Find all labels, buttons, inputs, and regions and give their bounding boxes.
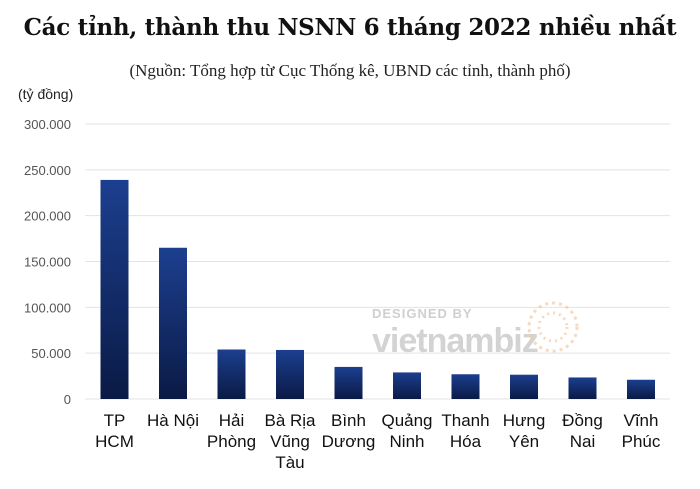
y-tick-label: 150.000 bbox=[24, 255, 71, 270]
y-axis-ticks: 0 50.000 100.000 150.000 200.000 250.000 300.0… bbox=[24, 117, 71, 407]
category-label: Bà Rịa Vũng Tàu bbox=[264, 411, 316, 472]
category-label: Hải Phòng bbox=[207, 411, 256, 451]
watermark-logo: DESIGNED BY vietnambiz bbox=[372, 301, 579, 360]
category-label: TP HCM bbox=[95, 411, 134, 451]
chart-title: Các tỉnh, thành thu NSNN 6 tháng 2022 nh… bbox=[23, 14, 677, 41]
bar bbox=[334, 366, 363, 399]
watermark-designed-by: DESIGNED BY bbox=[372, 306, 473, 321]
category-label: Bình Dương bbox=[322, 411, 376, 451]
category-label: Quảng Ninh bbox=[381, 411, 432, 451]
bar bbox=[568, 377, 597, 399]
y-tick-label: 0 bbox=[64, 392, 71, 407]
category-label: Hà Nội bbox=[147, 411, 199, 430]
bar bbox=[510, 374, 538, 399]
bar bbox=[100, 179, 129, 399]
category-label: Vĩnh Phúc bbox=[622, 411, 661, 451]
watermark-brand: vietnambiz bbox=[372, 322, 538, 360]
y-tick-label: 250.000 bbox=[24, 163, 71, 178]
bar bbox=[451, 374, 480, 399]
bar bbox=[159, 247, 187, 399]
category-label: Thanh Hóa bbox=[441, 411, 489, 451]
y-tick-label: 100.000 bbox=[24, 300, 71, 315]
y-tick-label: 200.000 bbox=[24, 209, 71, 224]
bars bbox=[100, 179, 655, 399]
category-label: Đồng Nai bbox=[562, 411, 603, 451]
chart-subtitle: (Nguồn: Tổng hợp từ Cục Thống kê, UBND c… bbox=[129, 61, 571, 80]
bar bbox=[217, 349, 246, 399]
watermark-sunburst-icon bbox=[527, 301, 579, 353]
bar bbox=[393, 372, 421, 399]
y-tick-label: 300.000 bbox=[24, 117, 71, 132]
category-label: Hưng Yên bbox=[503, 411, 546, 451]
bar bbox=[627, 379, 655, 399]
bar bbox=[276, 349, 304, 399]
y-tick-label: 50.000 bbox=[31, 346, 71, 361]
y-axis-unit-label: (tỷ đồng) bbox=[18, 86, 74, 102]
